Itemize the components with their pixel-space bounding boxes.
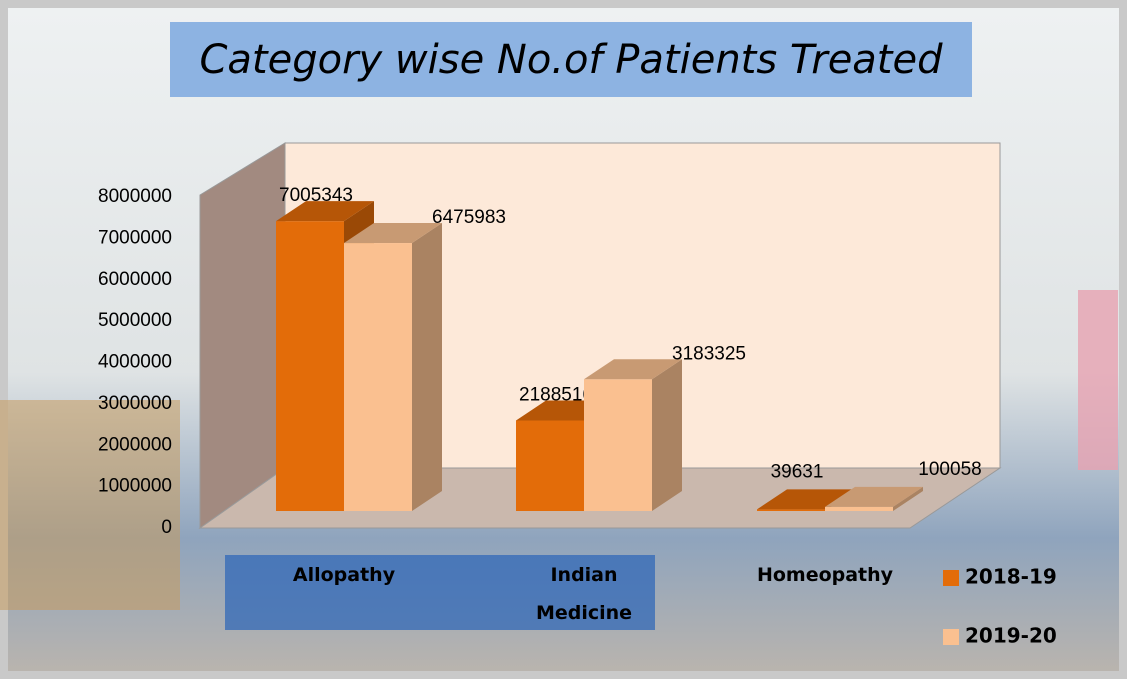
legend-label: 2018-19 [965, 565, 1057, 589]
x-tick-label: Homeopathy [757, 564, 894, 586]
legend-swatch [943, 570, 959, 586]
value-label: 100058 [918, 459, 981, 480]
value-label: 39631 [771, 461, 824, 482]
y-tick-label: 8000000 [98, 186, 172, 207]
bar [757, 509, 825, 511]
y-tick-label: 0 [161, 517, 172, 538]
bar [825, 507, 893, 511]
cabinet [0, 400, 180, 610]
y-tick-label: 7000000 [98, 227, 172, 248]
y-tick-label: 6000000 [98, 269, 172, 290]
bar-side [652, 359, 682, 511]
bar [584, 379, 652, 511]
legend-swatch [943, 629, 959, 645]
chart: Category wise No.of Patients Treated 0 10… [0, 0, 1127, 679]
y-tick-label: 4000000 [98, 352, 172, 373]
value-label: 7005343 [279, 185, 353, 206]
bar-side [412, 223, 442, 511]
value-label: 2188516 [519, 384, 593, 405]
y-tick-label: 5000000 [98, 310, 172, 331]
bar [516, 420, 584, 511]
bar [344, 243, 412, 511]
legend-label: 2019-20 [965, 624, 1057, 648]
value-label: 3183325 [672, 343, 746, 364]
bar [276, 221, 344, 511]
curtain [1078, 290, 1118, 470]
value-label: 6475983 [432, 207, 506, 228]
y-tick-label: 2000000 [98, 434, 172, 455]
y-tick-label: 3000000 [98, 393, 172, 414]
y-tick-label: 1000000 [98, 476, 172, 497]
x-tick-label: Allopathy [293, 564, 396, 586]
chart-title: Category wise No.of Patients Treated [199, 37, 943, 83]
side-wall [200, 143, 285, 528]
